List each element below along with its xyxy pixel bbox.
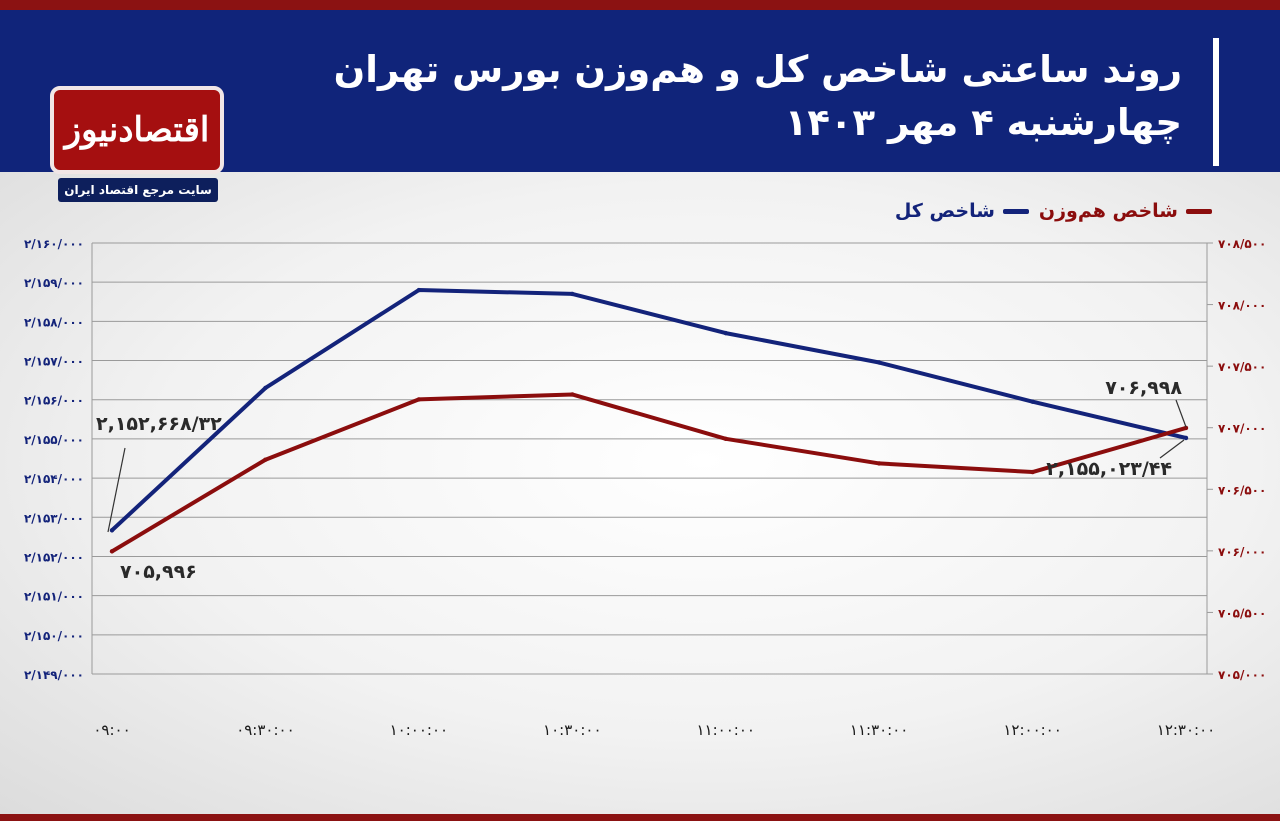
series-0-point	[723, 330, 728, 336]
left-axis-tick-label: ۲/۱۵۴/۰۰۰	[24, 472, 84, 486]
x-axis-tick-label: ۱۲:۳۰:۰۰	[1157, 721, 1215, 739]
legend-swatch-total	[1002, 208, 1029, 214]
x-axis-tick-label: ۱۱:۳۰:۰۰	[850, 721, 908, 739]
right-axis-tick-label: ۷۰۷/۵۰۰	[1218, 360, 1266, 374]
series-1-point	[1030, 469, 1035, 475]
series-0-point	[263, 385, 268, 391]
x-axis-tick-label: ۰۹:۳۰:۰۰	[236, 721, 294, 739]
left-axis-tick-label: ۲/۱۵۰/۰۰۰	[24, 629, 84, 643]
data-label: ۷۰۶,۹۹۸	[1105, 377, 1182, 399]
series-1-point	[263, 457, 268, 462]
legend-label-equal-weight: شاخص هم‌وزن	[1038, 200, 1178, 222]
x-axis-tick-label: ۰۹:۰۰	[93, 721, 130, 739]
left-axis-tick-label: ۲/۱۵۵/۰۰۰	[24, 433, 84, 447]
series-0-point	[570, 291, 575, 297]
x-axis-tick-label: ۱۰:۳۰:۰۰	[543, 721, 601, 739]
series-0-point	[109, 528, 115, 533]
data-label: ۲,۱۵۲,۶۶۸/۳۲	[96, 413, 222, 435]
left-axis-tick-label: ۲/۱۵۳/۰۰۰	[24, 511, 84, 525]
left-axis-tick-label: ۲/۱۵۱/۰۰۰	[24, 590, 84, 604]
chart-title: روند ساعتی شاخص کل و هم‌وزن بورس تهران	[333, 48, 1182, 91]
chart-background: ۲/۱۴۹/۰۰۰ ۲/۱۵۰/۰۰۰ ۲/۱۵۱/۰۰۰ ۲/۱۵۲/۰۰۰ ۲/۱۵…	[0, 172, 1280, 814]
annotation-leader	[1175, 399, 1187, 428]
left-axis-tick-label: ۲/۱۴۹/۰۰۰	[24, 668, 84, 682]
series-1-point	[1183, 425, 1189, 431]
x-axis-tick-label: ۱۲:۰۰:۰۰	[1003, 721, 1061, 739]
x-axis-tick-label: ۱۱:۰۰:۰۰	[696, 721, 754, 739]
series-1-point	[416, 397, 422, 402]
data-label: ۷۰۵,۹۹۶	[120, 561, 197, 583]
left-axis-tick-label: ۲/۱۵۷/۰۰۰	[24, 355, 84, 369]
right-axis-tick-label: ۷۰۷/۰۰۰	[1218, 422, 1266, 436]
left-axis-tick-label: ۲/۱۵۶/۰۰۰	[24, 394, 84, 408]
left-axis-tick-label: ۲/۱۵۹/۰۰۰	[24, 276, 84, 290]
right-axis-tick-label: ۷۰۸/۵۰۰	[1218, 237, 1266, 251]
x-axis-tick-label: ۱۰:۰۰:۰۰	[390, 721, 448, 739]
logo-tagline: سایت مرجع اقتصاد ایران	[58, 178, 218, 202]
right-axis-tick-label: ۷۰۵/۵۰۰	[1218, 606, 1266, 620]
legend-label-total: شاخص کل	[894, 200, 995, 222]
series-1-point	[570, 392, 575, 397]
data-label: ۲,۱۵۵,۰۲۳/۴۴	[1046, 458, 1172, 480]
chart-legend: شاخص هم‌وزن شاخص کل	[895, 200, 1212, 222]
right-axis-tick-label: ۷۰۸/۰۰۰	[1218, 299, 1266, 313]
left-axis-tick-label: ۲/۱۵۲/۰۰۰	[24, 550, 84, 564]
annotation-leader	[107, 447, 126, 533]
series-0-point	[416, 287, 422, 293]
legend-swatch-equal-weight	[1186, 208, 1212, 214]
left-axis-tick-label: ۲/۱۶۰/۰۰۰	[24, 237, 84, 251]
series-1-point	[723, 436, 728, 441]
title-divider	[1213, 38, 1219, 166]
series-line-1	[110, 392, 1188, 554]
top-accent-stripe	[0, 0, 1280, 10]
series-0-point	[1030, 399, 1035, 404]
right-axis-tick-label: ۷۰۶/۰۰۰	[1218, 545, 1266, 559]
series-1-point	[109, 549, 115, 554]
series-0-point	[876, 360, 882, 365]
annotation-leader	[1159, 439, 1185, 459]
legend-item-equal-weight: شاخص هم‌وزن	[1039, 200, 1212, 222]
logo-wordmark: اقتصادنیوز	[64, 110, 211, 150]
series-1-point	[876, 461, 882, 466]
series-0-point	[1183, 435, 1189, 441]
bottom-accent-stripe	[0, 814, 1280, 821]
series-line-0	[110, 288, 1188, 533]
chart-date: چهارشنبه ۴ مهر ۱۴۰۳	[784, 101, 1182, 144]
line-chart: ۲/۱۴۹/۰۰۰ ۲/۱۵۰/۰۰۰ ۲/۱۵۱/۰۰۰ ۲/۱۵۲/۰۰۰ ۲/۱۵…	[24, 237, 1266, 739]
right-axis-tick-label: ۷۰۵/۰۰۰	[1218, 668, 1266, 682]
logo: اقتصادنیوز	[50, 86, 224, 174]
title-block: روند ساعتی شاخص کل و هم‌وزن بورس تهران چ…	[282, 44, 1182, 150]
left-axis-tick-label: ۲/۱۵۸/۰۰۰	[24, 315, 84, 329]
right-axis-tick-label: ۷۰۶/۵۰۰	[1218, 483, 1266, 497]
legend-item-total: شاخص کل	[895, 200, 1029, 222]
